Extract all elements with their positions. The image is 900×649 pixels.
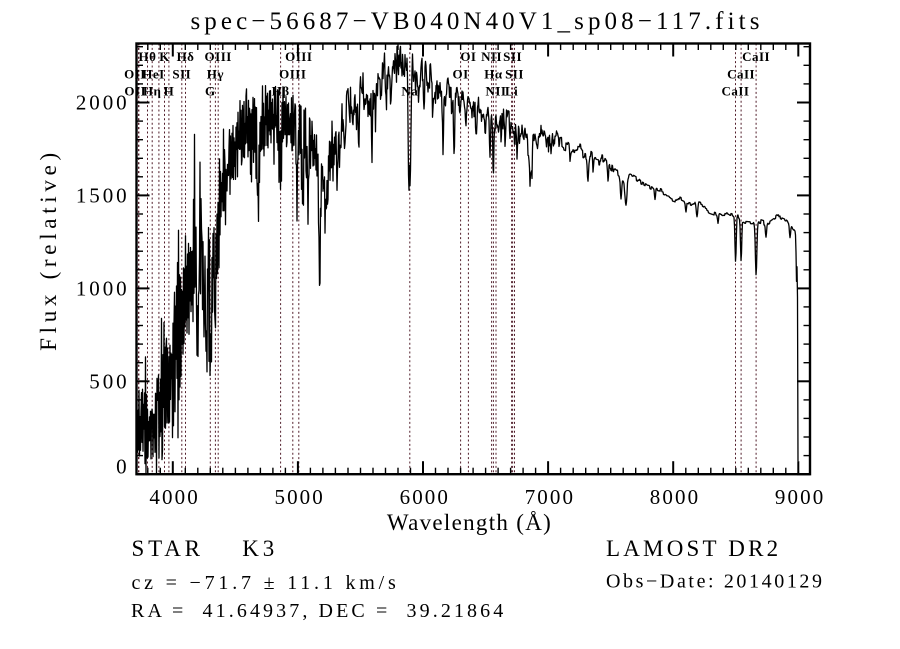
svg-text:CaII: CaII xyxy=(721,84,749,99)
svg-text:Flux (relative): Flux (relative) xyxy=(36,148,61,351)
svg-text:6000: 6000 xyxy=(400,485,450,509)
svg-text:OIII: OIII xyxy=(285,49,312,64)
svg-text:4000: 4000 xyxy=(149,485,199,509)
svg-text:OI: OI xyxy=(460,49,476,64)
svg-text:Hα: Hα xyxy=(484,67,503,82)
svg-text:Hθ: Hθ xyxy=(139,49,157,64)
svg-text:2000: 2000 xyxy=(76,91,130,115)
svg-text:Li: Li xyxy=(505,84,518,99)
svg-text:K: K xyxy=(159,49,170,64)
svg-text:OI: OI xyxy=(453,67,469,82)
svg-text:STAR K3: STAR K3 xyxy=(132,536,279,561)
svg-text:Wavelength (Å): Wavelength (Å) xyxy=(387,510,552,535)
svg-text:8000: 8000 xyxy=(650,485,700,509)
svg-text:OII: OII xyxy=(124,84,146,99)
svg-text:OIII: OIII xyxy=(205,49,232,64)
svg-text:Hβ: Hβ xyxy=(272,84,290,99)
svg-text:HeI: HeI xyxy=(142,67,164,82)
svg-text:Na: Na xyxy=(401,84,418,99)
svg-text:RA = 41.64937, DEC = 39.2186: RA = 41.64937, DEC = 39.21864 xyxy=(131,600,506,622)
svg-text:SII: SII xyxy=(505,67,524,82)
svg-text:NII: NII xyxy=(481,49,502,64)
svg-text:0: 0 xyxy=(116,455,129,479)
svg-text:500: 500 xyxy=(89,370,129,394)
svg-text:1000: 1000 xyxy=(76,277,130,301)
svg-text:NII: NII xyxy=(485,84,506,99)
svg-text:H: H xyxy=(164,84,175,99)
svg-text:1500: 1500 xyxy=(76,184,130,208)
svg-text:7000: 7000 xyxy=(525,485,575,509)
svg-text:5000: 5000 xyxy=(274,485,324,509)
svg-text:Hγ: Hγ xyxy=(207,67,224,82)
svg-text:spec−56687−VB040N40V1_sp08−117: spec−56687−VB040N40V1_sp08−117.fits xyxy=(190,8,763,35)
svg-text:OII: OII xyxy=(124,67,146,82)
svg-text:CaII: CaII xyxy=(742,49,770,64)
svg-text:Hδ: Hδ xyxy=(177,49,195,64)
svg-text:9000: 9000 xyxy=(775,485,825,509)
svg-text:SII: SII xyxy=(503,49,522,64)
svg-text:G: G xyxy=(205,84,216,99)
svg-text:OIII: OIII xyxy=(279,67,306,82)
svg-text:SII: SII xyxy=(172,67,191,82)
svg-text:LAMOST DR2: LAMOST DR2 xyxy=(606,536,781,561)
svg-text:Obs−Date: 20140129: Obs−Date: 20140129 xyxy=(606,571,825,593)
svg-text:CaII: CaII xyxy=(727,67,755,82)
svg-text:cz = −71.7 ± 11.1 km/s: cz = −71.7 ± 11.1 km/s xyxy=(132,572,400,594)
svg-text:Hη: Hη xyxy=(143,84,162,99)
